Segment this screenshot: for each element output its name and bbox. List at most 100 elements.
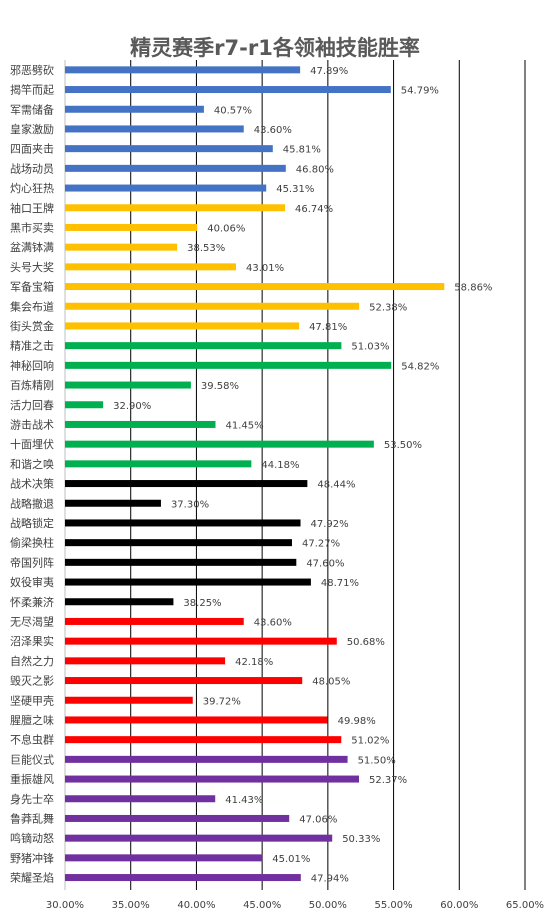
bar (65, 874, 301, 882)
data-label: 47.89% (310, 66, 348, 77)
data-label: 53.50% (384, 440, 422, 451)
category-label: 鸣镝动怒 (10, 831, 54, 845)
data-label: 45.31% (276, 184, 314, 195)
category-label: 街头赏金 (10, 319, 54, 333)
bar (65, 440, 374, 448)
bar (65, 854, 263, 862)
category-label: 十面埋伏 (10, 437, 54, 451)
bar (65, 617, 244, 625)
bar (65, 677, 303, 685)
bar (65, 775, 360, 783)
category-label: 邪恶劈砍 (10, 63, 54, 77)
bar (65, 361, 392, 369)
data-label: 51.02% (351, 736, 389, 747)
bar (65, 66, 301, 74)
bar (65, 105, 204, 113)
bar (65, 795, 216, 803)
bar (65, 223, 198, 231)
data-label: 38.25% (183, 598, 221, 609)
category-label: 四面夹击 (10, 143, 54, 156)
data-label: 48.44% (317, 480, 355, 491)
category-label: 和谐之唤 (10, 457, 54, 471)
data-label: 46.74% (295, 204, 333, 215)
bar (65, 145, 273, 153)
data-label: 51.50% (358, 755, 396, 766)
bar (65, 204, 286, 212)
category-label: 袖口王牌 (10, 201, 54, 215)
data-label: 38.53% (187, 243, 225, 254)
data-label: 54.82% (401, 361, 439, 372)
data-label: 44.18% (261, 460, 299, 471)
bar (65, 499, 161, 507)
bar (65, 125, 244, 133)
category-label: 奴役审夷 (10, 575, 54, 589)
data-label: 47.94% (311, 874, 349, 885)
bar (65, 164, 286, 172)
category-label: 帝国列阵 (10, 555, 54, 569)
bar (65, 243, 178, 251)
category-label: 沼泽果实 (10, 634, 54, 648)
data-label: 45.81% (283, 145, 321, 156)
category-label: 神秘回响 (10, 358, 54, 372)
category-label: 灼心狂热 (10, 181, 54, 195)
data-label: 48.05% (312, 677, 350, 688)
bar (65, 302, 360, 310)
data-label: 43.60% (254, 125, 292, 136)
category-label: 野猪冲锋 (10, 851, 54, 865)
data-label: 52.37% (369, 775, 407, 786)
category-label: 游击战术 (10, 418, 54, 431)
category-label: 腥膻之味 (10, 713, 54, 727)
data-label: 41.45% (225, 420, 263, 431)
bar (65, 401, 104, 409)
bar (65, 86, 391, 94)
data-label: 46.80% (296, 164, 334, 175)
bar (65, 381, 191, 389)
data-label: 47.92% (311, 519, 349, 530)
bar (65, 539, 292, 547)
category-label: 战略撤退 (10, 496, 54, 510)
data-label: 48.71% (321, 578, 359, 589)
category-label: 毁灭之影 (10, 674, 54, 688)
bar (65, 814, 290, 822)
bar (65, 519, 301, 527)
bar (65, 657, 226, 665)
data-label: 41.43% (225, 795, 263, 806)
bar (65, 578, 311, 586)
chart-title: 精灵赛季r7-r1各领袖技能胜率 (130, 36, 420, 60)
category-label: 无尽渴望 (10, 615, 54, 628)
data-label: 47.81% (309, 322, 347, 333)
x-tick-label: 30.00% (46, 900, 84, 911)
bar (65, 342, 342, 350)
category-label: 鲁莽乱舞 (10, 811, 54, 825)
data-label: 43.60% (254, 617, 292, 628)
category-label: 精准之击 (10, 339, 54, 353)
data-label: 45.01% (272, 854, 310, 865)
bar (65, 736, 342, 744)
category-label: 身先士卒 (10, 792, 54, 806)
category-label: 战场动员 (10, 161, 54, 175)
bar (65, 696, 193, 704)
data-label: 32.90% (113, 401, 151, 412)
category-label: 军需储备 (10, 102, 54, 116)
category-label: 巨能仪式 (10, 752, 54, 766)
data-label: 40.06% (207, 223, 245, 234)
data-label: 49.98% (338, 716, 376, 727)
data-label: 47.27% (302, 539, 340, 550)
category-label: 揭竿而起 (10, 83, 54, 97)
category-label: 集会布道 (10, 299, 54, 313)
category-label: 盆满钵满 (10, 240, 54, 254)
bar (65, 716, 328, 724)
data-label: 42.18% (235, 657, 273, 668)
category-label: 荣耀圣焰 (10, 871, 54, 885)
bar (65, 480, 308, 488)
category-label: 自然之力 (10, 654, 54, 668)
category-label: 头号大奖 (10, 260, 54, 274)
bar (65, 755, 348, 763)
category-label: 活力回春 (10, 399, 54, 412)
x-tick-label: 35.00% (112, 900, 150, 911)
bar (65, 460, 252, 468)
x-tick-label: 40.00% (177, 900, 215, 911)
bar (65, 184, 267, 192)
category-label: 重振雄风 (10, 772, 54, 786)
